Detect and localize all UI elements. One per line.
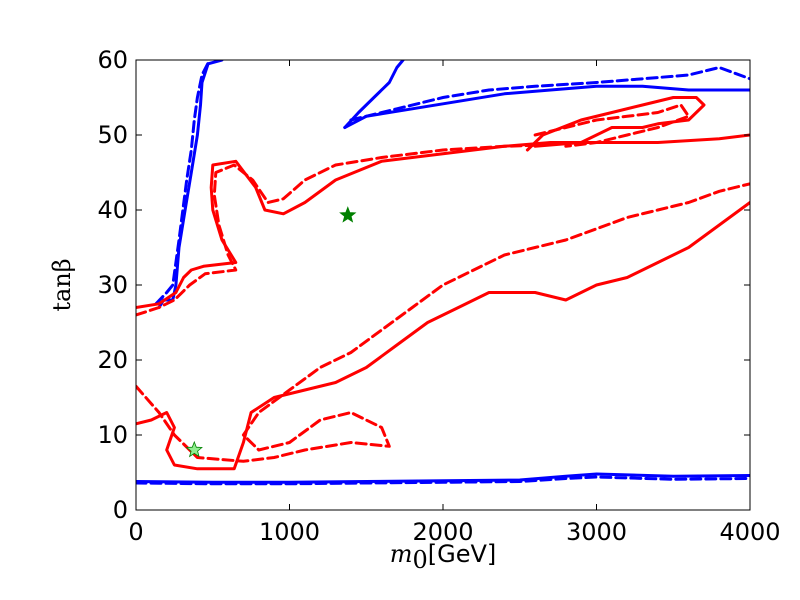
y-axis-ticks: 0 10 20 30 40 50 60 — [97, 46, 750, 524]
y-tick-label: 40 — [97, 196, 128, 224]
markers-layer — [185, 206, 357, 458]
series-red-upper-left-solid — [136, 133, 750, 309]
y-tick-label: 60 — [97, 46, 128, 74]
x-tick-label: 2000 — [412, 518, 473, 546]
y-tick-label: 50 — [97, 121, 128, 149]
series-red-upper-left-dashed — [136, 143, 552, 317]
series-red-upper-right-band-dashed — [533, 103, 691, 148]
series-red-lower-solid — [136, 201, 750, 471]
marker-star-light — [185, 440, 203, 458]
marker-star-dark — [339, 206, 357, 223]
series-red-lower-dashed — [136, 182, 750, 463]
y-axis-label: tanβ — [48, 258, 76, 311]
x-axis-subscript: 0 — [412, 546, 427, 574]
series-blue-left-dashed — [154, 60, 212, 306]
y-tick-label: 0 — [113, 496, 128, 524]
y-tick-label: 30 — [97, 271, 128, 299]
series-blue-upper-right-dashed — [349, 66, 750, 122]
plot-background — [136, 60, 750, 510]
curves-layer — [136, 60, 750, 486]
x-axis-unit: [GeV] — [428, 540, 497, 568]
x-tick-label: 4000 — [719, 518, 780, 546]
x-axis-variable: m — [390, 540, 413, 568]
series-blue-upper-spike-solid — [343, 60, 405, 129]
y-tick-label: 10 — [97, 421, 128, 449]
y-tick-label: 20 — [97, 346, 128, 374]
x-tick-label: 1000 — [259, 518, 320, 546]
x-axis-ticks: 0 1000 2000 3000 4000 — [128, 60, 781, 546]
x-tick-label: 3000 — [566, 518, 627, 546]
series-red-upper-right-band-solid — [525, 96, 706, 152]
x-axis-label: m0[GeV] — [390, 540, 497, 574]
series-blue-upper-right-solid — [343, 84, 750, 129]
x-tick-label: 0 — [128, 518, 143, 546]
series-blue-bottom-dashed — [136, 475, 750, 486]
